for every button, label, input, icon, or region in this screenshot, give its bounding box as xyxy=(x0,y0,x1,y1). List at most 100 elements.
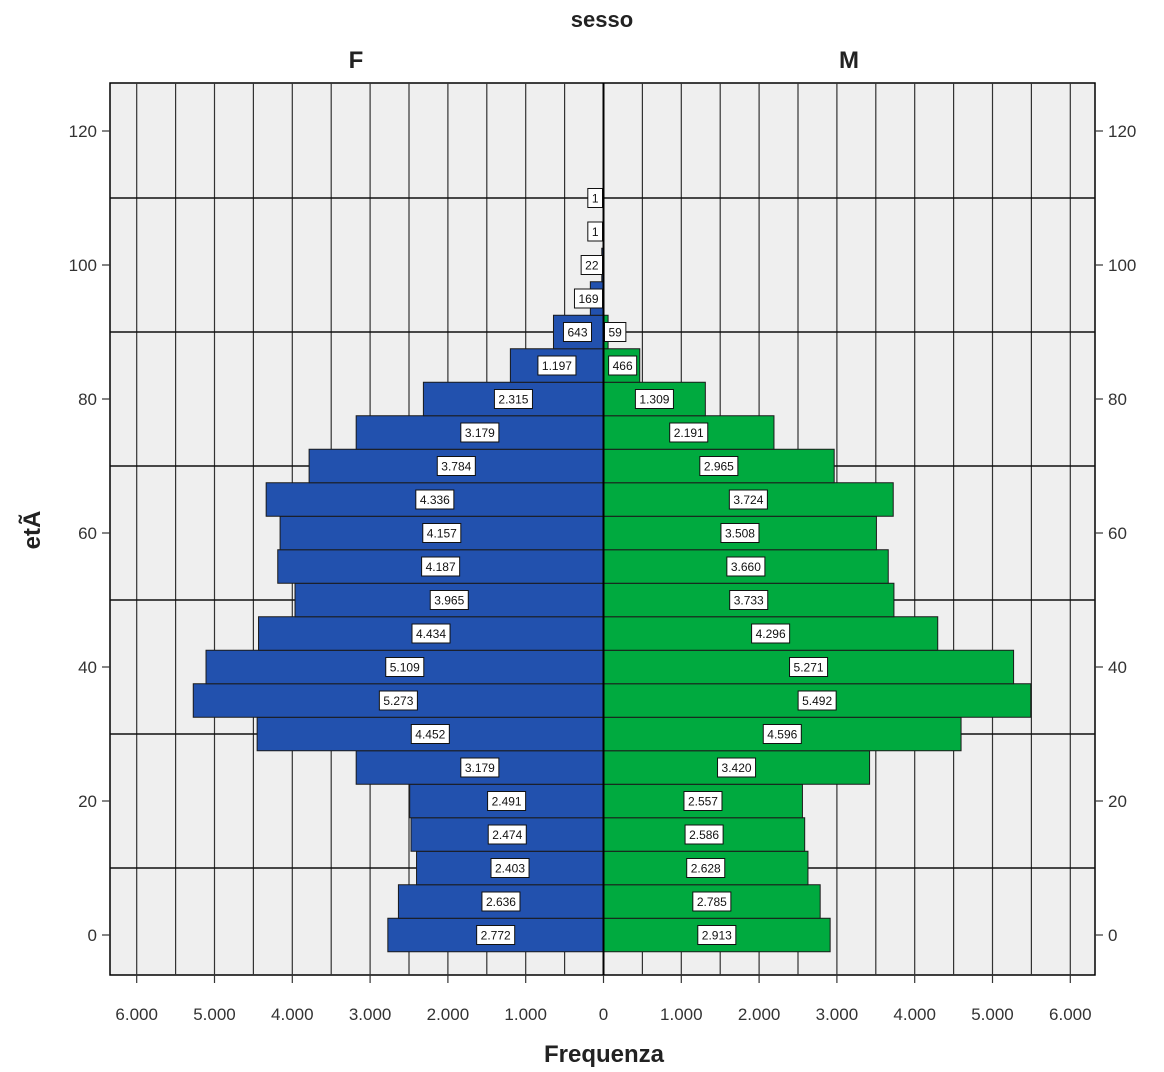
data-label-box xyxy=(608,355,638,376)
data-label-box xyxy=(422,523,462,543)
data-label-m-15: 2.586 xyxy=(689,828,719,842)
data-label-m-75: 2.191 xyxy=(674,426,704,440)
y-tick-label-right: 100 xyxy=(1108,256,1136,275)
y-tick-label-right: 120 xyxy=(1108,122,1136,141)
y-tick-label-right: 60 xyxy=(1108,524,1127,543)
data-label-box xyxy=(385,657,425,677)
data-label-box xyxy=(487,791,527,811)
data-label-f-10: 2.403 xyxy=(495,862,525,876)
data-label-f-70: 3.784 xyxy=(441,460,471,474)
data-label-box xyxy=(460,757,500,778)
y-axis-label: etÃ xyxy=(18,511,46,550)
data-label-box xyxy=(692,891,732,912)
data-label-m-45: 4.296 xyxy=(756,627,786,641)
data-label-box xyxy=(720,523,760,543)
data-label-box xyxy=(797,690,837,711)
y-tick-label-right: 40 xyxy=(1108,658,1127,677)
data-label-f-90: 643 xyxy=(567,326,587,340)
data-label-f-85: 1.197 xyxy=(542,359,572,373)
x-tick-label: 5.000 xyxy=(193,1005,236,1024)
x-tick-label: 1.000 xyxy=(504,1005,547,1024)
data-label-box xyxy=(460,422,500,443)
data-label-f-60: 4.157 xyxy=(427,527,457,541)
data-label-m-25: 3.420 xyxy=(722,761,752,775)
x-tick-label: 2.000 xyxy=(738,1005,781,1024)
data-label-m-40: 5.271 xyxy=(794,661,824,675)
x-tick-label: 3.000 xyxy=(816,1005,859,1024)
data-label-m-90: 59 xyxy=(609,326,623,340)
data-label-f-0: 2.772 xyxy=(481,929,511,943)
data-label-box xyxy=(429,590,469,610)
data-label-f-45: 4.434 xyxy=(416,627,446,641)
y-tick-label-right: 0 xyxy=(1108,926,1117,945)
x-tick-label: 5.000 xyxy=(971,1005,1014,1024)
x-tick-label: 6.000 xyxy=(1049,1005,1092,1024)
x-tick-label: 2.000 xyxy=(427,1005,470,1024)
data-label-m-35: 5.492 xyxy=(802,694,832,708)
data-label-box xyxy=(410,724,450,744)
data-label-f-15: 2.474 xyxy=(492,828,522,842)
bar-f-15 xyxy=(410,817,604,852)
panel-label-f: F xyxy=(349,47,364,74)
y-tick-label-left: 80 xyxy=(78,390,97,409)
panel-label-m: M xyxy=(839,47,859,74)
data-label-m-5: 2.785 xyxy=(697,895,727,909)
data-label-box xyxy=(789,657,829,677)
y-tick-label-right: 20 xyxy=(1108,792,1127,811)
data-label-f-55: 4.187 xyxy=(426,560,456,574)
data-label-box xyxy=(762,724,802,744)
data-label-m-60: 3.508 xyxy=(725,527,755,541)
data-label-box xyxy=(415,489,455,510)
data-label-box xyxy=(436,456,476,476)
data-label-box xyxy=(669,422,709,443)
data-label-m-30: 4.596 xyxy=(767,728,797,742)
x-tick-label: 4.000 xyxy=(893,1005,936,1024)
x-tick-label: 1.000 xyxy=(660,1005,703,1024)
data-label-f-30: 4.452 xyxy=(415,728,445,742)
data-label-box xyxy=(421,556,461,577)
data-label-box xyxy=(751,623,791,644)
data-label-f-50: 3.965 xyxy=(434,594,464,608)
data-labels: 2.772 2.636 2.403 2.474 2.491 3.179 4.452 5.273… xyxy=(378,188,837,945)
data-label-m-80: 1.309 xyxy=(639,393,669,407)
data-label-box xyxy=(699,456,739,476)
x-axis-label: Frequenza xyxy=(544,1041,665,1068)
y-tick-label-left: 120 xyxy=(69,122,97,141)
data-label-box xyxy=(728,489,768,510)
y-tick-label-left: 0 xyxy=(88,926,97,945)
data-label-box xyxy=(476,925,516,945)
data-label-f-105: 1 xyxy=(592,225,599,239)
data-label-m-85: 466 xyxy=(613,359,633,373)
data-label-box xyxy=(717,757,757,778)
data-label-f-40: 5.109 xyxy=(390,661,420,675)
data-label-m-65: 3.724 xyxy=(733,493,763,507)
data-label-box xyxy=(684,824,724,845)
data-label-box xyxy=(683,791,723,811)
data-label-m-50: 3.733 xyxy=(734,594,764,608)
data-label-f-95: 169 xyxy=(578,292,598,306)
y-tick-label-left: 60 xyxy=(78,524,97,543)
data-label-box xyxy=(729,590,769,610)
data-label-f-25: 3.179 xyxy=(465,761,495,775)
data-label-m-70: 2.965 xyxy=(704,460,734,474)
data-label-f-20: 2.491 xyxy=(492,795,522,809)
x-tick-label: 3.000 xyxy=(349,1005,392,1024)
data-label-box xyxy=(726,556,766,577)
data-label-f-80: 2.315 xyxy=(498,393,528,407)
data-label-m-10: 2.628 xyxy=(691,862,721,876)
data-label-f-35: 5.273 xyxy=(383,694,413,708)
x-tick-label: 4.000 xyxy=(271,1005,314,1024)
data-label-f-100: 22 xyxy=(585,259,599,273)
data-label-m-55: 3.660 xyxy=(731,560,761,574)
data-label-f-75: 3.179 xyxy=(465,426,495,440)
data-label-f-5: 2.636 xyxy=(486,895,516,909)
data-label-f-65: 4.336 xyxy=(420,493,450,507)
chart-title: sesso xyxy=(571,7,633,32)
axes: 0 0 20 20 40 40 60 60 80 80 100 100 120 120 6.000 5.000… xyxy=(69,83,1136,1024)
y-tick-label-left: 100 xyxy=(69,256,97,275)
data-label-box xyxy=(490,858,530,878)
data-label-f-110: 1 xyxy=(592,192,599,206)
y-tick-label-left: 20 xyxy=(78,792,97,811)
data-label-box xyxy=(697,925,737,945)
